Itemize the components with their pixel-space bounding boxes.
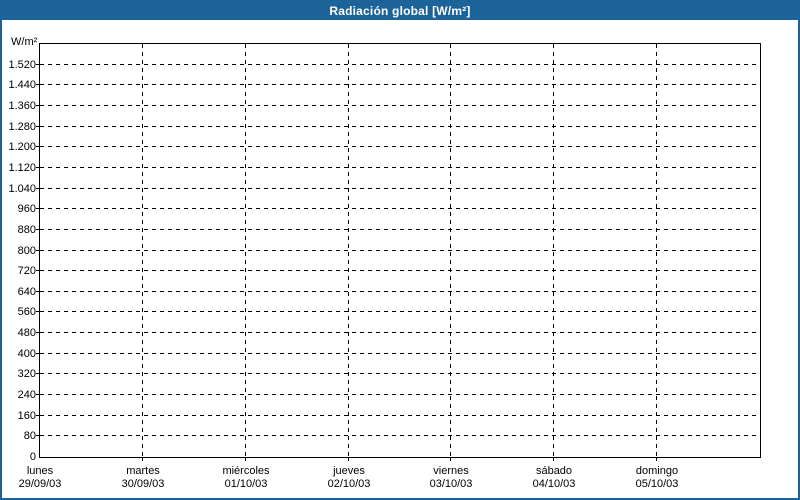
x-axis-tick (348, 458, 349, 461)
day-date: 29/09/03 (18, 478, 62, 490)
x-axis-tick (553, 458, 554, 461)
y-axis-tick (36, 311, 39, 312)
day-name: domingo (635, 465, 679, 477)
day-name: jueves (333, 465, 365, 477)
horizontal-gridline (40, 415, 760, 416)
horizontal-gridline (40, 353, 760, 354)
x-axis-tick (142, 458, 143, 461)
y-axis-tick (36, 167, 39, 168)
y-axis-tick-label: 0 (29, 451, 36, 463)
horizontal-gridline (40, 126, 760, 127)
day-date: 30/09/03 (121, 478, 165, 490)
x-axis-day-label: martes 30/09/03 (91, 465, 195, 491)
x-axis-day-label: jueves 02/10/03 (297, 465, 401, 491)
vertical-gridline (450, 44, 451, 457)
plot-area (39, 43, 761, 458)
day-date: 04/10/03 (532, 478, 576, 490)
x-axis-tick (656, 458, 657, 461)
y-axis-tick (36, 353, 39, 354)
day-name: lunes (26, 465, 54, 477)
y-axis-tick (36, 84, 39, 85)
x-axis-day-label: miércoles 01/10/03 (194, 465, 298, 491)
x-axis-tick (245, 458, 246, 461)
x-axis-day-label: domingo 05/10/03 (605, 465, 709, 491)
y-axis-tick-label: 80 (23, 430, 36, 442)
y-axis-tick (36, 270, 39, 271)
y-axis-tick (36, 250, 39, 251)
horizontal-gridline (40, 84, 760, 85)
horizontal-gridline (40, 332, 760, 333)
y-axis-tick-label: 1.200 (8, 141, 36, 153)
y-axis-tick (36, 146, 39, 147)
y-axis-tick (36, 435, 39, 436)
y-axis-tick-label: 960 (17, 203, 36, 215)
y-axis-tick (36, 126, 39, 127)
y-axis-tick-label: 720 (17, 265, 36, 277)
y-axis-tick-label: 640 (17, 286, 36, 298)
y-axis-tick-label: 800 (17, 245, 36, 257)
day-date: 05/10/03 (635, 478, 679, 490)
horizontal-gridline (40, 64, 760, 65)
horizontal-gridline (40, 250, 760, 251)
day-date: 01/10/03 (224, 478, 268, 490)
y-axis-tick-label: 160 (17, 410, 36, 422)
y-axis-tick-label: 1.360 (8, 100, 36, 112)
horizontal-gridline (40, 311, 760, 312)
chart-title-bar: Radiación global [W/m²] (2, 2, 798, 20)
x-axis-day-label: viernes 03/10/03 (399, 465, 503, 491)
y-axis-tick (36, 394, 39, 395)
x-axis-day-label: sábado 04/10/03 (502, 465, 606, 491)
y-axis-tick-label: 400 (17, 348, 36, 360)
horizontal-gridline (40, 105, 760, 106)
horizontal-gridline (40, 394, 760, 395)
y-axis-tick (36, 415, 39, 416)
x-axis-tick (450, 458, 451, 461)
day-date: 02/10/03 (327, 478, 371, 490)
y-axis-tick (36, 229, 39, 230)
horizontal-gridline (40, 229, 760, 230)
day-name: sábado (535, 465, 573, 477)
y-axis-tick (36, 373, 39, 374)
y-axis-tick (36, 188, 39, 189)
horizontal-gridline (40, 208, 760, 209)
vertical-gridline (142, 44, 143, 457)
y-axis-tick-label: 1.280 (8, 121, 36, 133)
day-name: martes (126, 465, 160, 477)
horizontal-gridline (40, 270, 760, 271)
chart-title: Radiación global [W/m²] (329, 4, 471, 18)
y-axis-tick-label: 480 (17, 327, 36, 339)
horizontal-gridline (40, 373, 760, 374)
y-axis-tick-label: 560 (17, 306, 36, 318)
y-axis-tick-label: 1.520 (8, 59, 36, 71)
y-axis-tick (36, 64, 39, 65)
y-axis-tick-label: 1.120 (8, 162, 36, 174)
y-axis-tick (36, 105, 39, 106)
horizontal-gridline (40, 291, 760, 292)
horizontal-gridline (40, 146, 760, 147)
vertical-gridline (553, 44, 554, 457)
day-name: viernes (433, 465, 469, 477)
y-axis-tick-label: 320 (17, 368, 36, 380)
y-axis-tick-label: 240 (17, 389, 36, 401)
y-axis-tick (36, 332, 39, 333)
y-axis-unit-label: W/m² (11, 36, 38, 48)
vertical-gridline (348, 44, 349, 457)
horizontal-gridline (40, 188, 760, 189)
day-date: 03/10/03 (429, 478, 473, 490)
vertical-gridline (656, 44, 657, 457)
y-axis-tick (36, 208, 39, 209)
horizontal-gridline (40, 435, 760, 436)
vertical-gridline (245, 44, 246, 457)
y-axis-tick-label: 880 (17, 224, 36, 236)
y-axis-tick-label: 1.040 (8, 183, 36, 195)
horizontal-gridline (40, 167, 760, 168)
day-name: miércoles (222, 465, 270, 477)
y-axis-tick (36, 291, 39, 292)
x-axis-day-label: lunes 29/09/03 (0, 465, 92, 491)
chart-canvas: W/m² 0 80 160 240 320 400 480 560 640 720 800 880 96… (2, 20, 798, 498)
y-axis-tick-label: 1.440 (8, 79, 36, 91)
